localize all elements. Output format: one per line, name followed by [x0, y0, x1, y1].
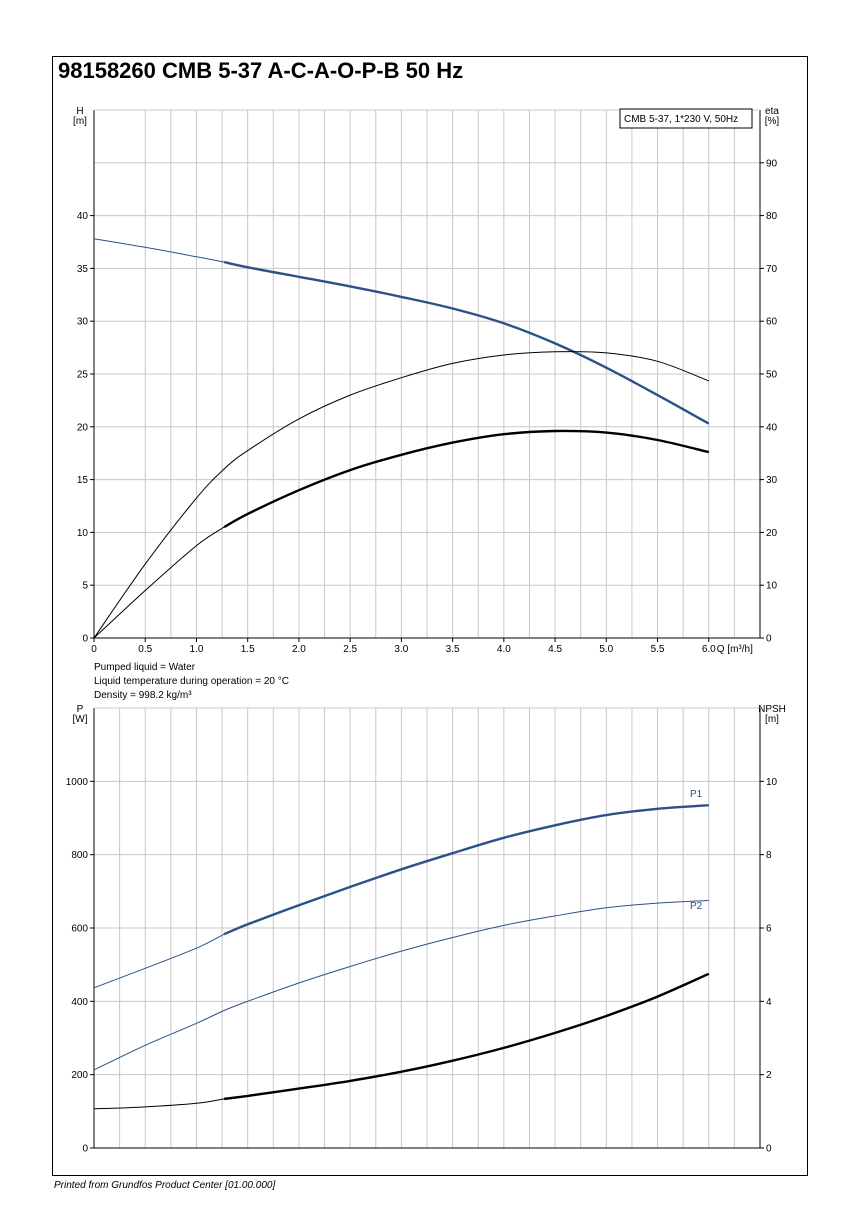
y-left-tick-label: 40	[77, 211, 89, 222]
series-label-p1: P1	[690, 789, 703, 800]
x-tick-label: 3.0	[394, 644, 408, 655]
series-label-p2: P2	[690, 901, 703, 912]
y-right-tick-label: 90	[766, 158, 778, 169]
y-right-tick-label: 40	[766, 422, 778, 433]
x-tick-label: 6.0	[702, 644, 716, 655]
y-left-tick-label: 5	[82, 581, 88, 592]
y-right-tick-label: 70	[766, 264, 778, 275]
y-left-axis-label: H	[76, 106, 83, 117]
y-left-tick-label: 35	[77, 264, 89, 275]
series-line-thin	[93, 526, 225, 639]
y-left-tick-label: 1000	[66, 777, 89, 788]
y-right-tick-label: 8	[766, 850, 772, 861]
y-right-tick-label: 4	[766, 997, 772, 1008]
y-right-tick-label: 60	[766, 317, 778, 328]
series-line-bold	[223, 804, 709, 936]
x-tick-label: 1.0	[190, 644, 204, 655]
series-line-thin	[93, 1098, 225, 1110]
series-line-bold	[223, 972, 710, 1101]
pumped-liquid-note: Pumped liquid = Water	[94, 662, 196, 673]
y-left-tick-label: 30	[77, 317, 89, 328]
y-right-tick-label: 80	[766, 211, 778, 222]
y-right-tick-label: 50	[766, 370, 778, 381]
series-line-bold	[223, 260, 710, 425]
y-left-tick-label: 10	[77, 528, 89, 539]
x-tick-label: 1.5	[241, 644, 255, 655]
chart-panel-2: 0 200 400 600 800 1000 0 2 4 6 8 10 P[W] NPSH[m] P1 P2	[66, 704, 786, 1155]
chart-panel-1: 0 5 10 15 20 25 30 35 40 0 10 20 30 40 50 60 70 80 90 H[m] e…	[73, 106, 779, 655]
x-tick-label: 0	[91, 644, 97, 655]
series-line-thin	[93, 238, 225, 263]
x-tick-label: 0.5	[138, 644, 152, 655]
x-tick-label: 2.0	[292, 644, 306, 655]
y-right-tick-label: 2	[766, 1070, 772, 1081]
y-left-tick-label: 600	[71, 924, 88, 935]
y-right-tick-label: 10	[766, 581, 778, 592]
page-title: 98158260 CMB 5-37 A-C-A-O-P-B 50 Hz	[58, 58, 464, 83]
x-tick-label: 4.0	[497, 644, 511, 655]
legend-box-text: CMB 5-37, 1*230 V, 50Hz	[624, 114, 738, 125]
y-left-tick-label: 200	[71, 1070, 88, 1081]
series-line-thin	[93, 933, 225, 989]
y-left-axis-label: P	[77, 704, 84, 715]
data-sheet-frame	[52, 56, 808, 1176]
y-right-axis-unit: [m]	[765, 714, 779, 725]
y-right-tick-label: 20	[766, 528, 778, 539]
y-left-tick-label: 400	[71, 997, 88, 1008]
y-right-axis-label: NPSH	[758, 704, 786, 715]
y-right-tick-label: 30	[766, 475, 778, 486]
y-left-tick-label: 800	[71, 850, 88, 861]
series-line-bold	[223, 429, 710, 529]
y-left-axis-unit: [m]	[73, 116, 87, 127]
y-left-axis-unit: [W]	[73, 714, 88, 725]
x-tick-label: 5.0	[599, 644, 613, 655]
y-left-tick-label: 25	[77, 370, 89, 381]
y-right-tick-label: 6	[766, 924, 772, 935]
y-right-axis-unit: [%]	[765, 116, 780, 127]
y-left-tick-label: 0	[82, 1144, 88, 1155]
density-note: Density = 998.2 kg/m³	[94, 690, 192, 701]
y-left-tick-label: 20	[77, 422, 89, 433]
x-tick-label: 4.5	[548, 644, 562, 655]
y-right-tick-label: 10	[766, 777, 778, 788]
y-left-tick-label: 0	[82, 634, 88, 645]
x-tick-label: 5.5	[651, 644, 665, 655]
print-footer: Printed from Grundfos Product Center [01…	[54, 1180, 276, 1191]
x-tick-label: 3.5	[446, 644, 460, 655]
y-right-axis-label: eta	[765, 106, 779, 117]
liquid-temperature-note: Liquid temperature during operation = 20…	[94, 676, 289, 687]
x-tick-label: 2.5	[343, 644, 357, 655]
series-line-thin	[93, 900, 709, 1071]
y-right-tick-label: 0	[766, 634, 772, 645]
series-line-thin	[93, 351, 709, 639]
legend-box	[619, 108, 753, 129]
y-left-tick-label: 15	[77, 475, 89, 486]
y-right-tick-label: 0	[766, 1144, 772, 1155]
x-axis-label: Q [m³/h]	[717, 644, 753, 655]
